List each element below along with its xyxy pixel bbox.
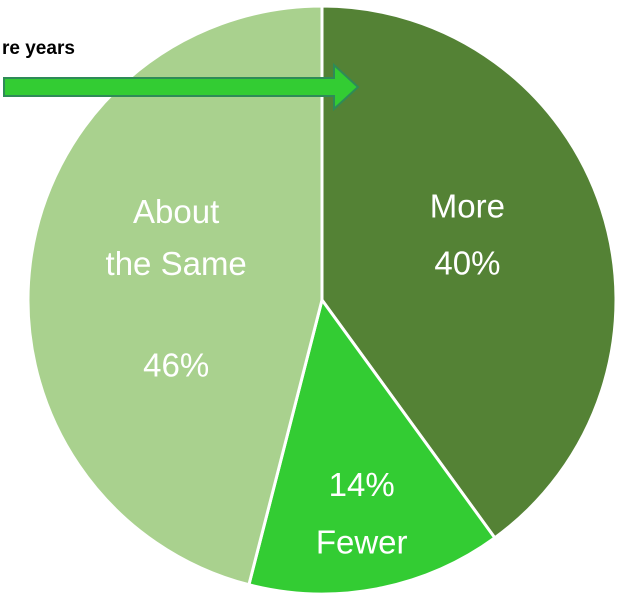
pie-slices — [26, 4, 618, 596]
annotation-arrow-icon — [3, 62, 360, 112]
slice-value-fewer: 14% — [329, 466, 395, 503]
slice-label-about-the-same: the Same — [106, 245, 247, 282]
annotation: re years — [2, 38, 360, 112]
pie-slice-about-the-same — [26, 4, 324, 587]
pie-slice-fewer — [247, 298, 497, 596]
slice-label-about-the-same: About — [133, 193, 219, 230]
annotation-text: re years — [2, 38, 75, 59]
slice-value-more: 40% — [434, 245, 500, 282]
slice-value-about-the-same: 46% — [143, 346, 209, 383]
pie-slice-more — [320, 4, 618, 540]
slice-label-more: More — [430, 188, 505, 225]
slice-label-fewer: Fewer — [316, 523, 408, 560]
pie-labels: More 40% 14% Fewer About the Same 46% — [106, 188, 505, 561]
